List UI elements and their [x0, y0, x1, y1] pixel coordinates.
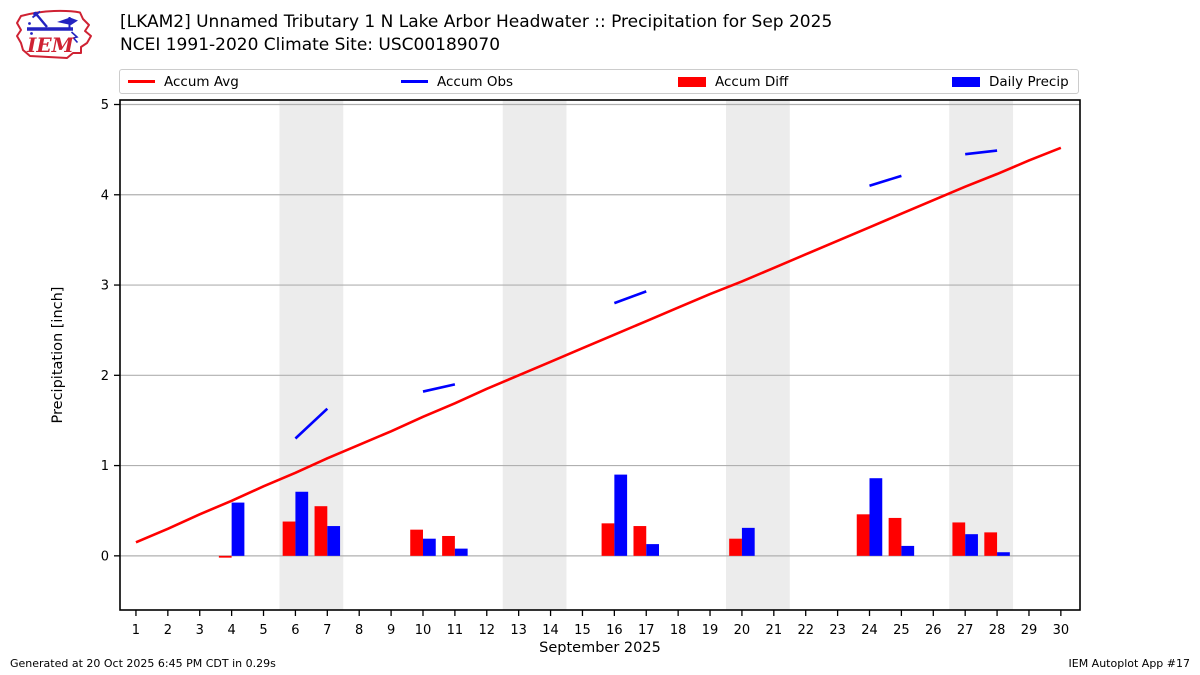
accum-avg-line: [135, 146, 1062, 544]
weather-vane-icon: [27, 10, 79, 44]
daily-precip-bar: [997, 552, 1010, 556]
accum-diff-bar: [888, 517, 902, 556]
accum-diff-bar: [952, 522, 966, 556]
x-tick-label: 5: [259, 623, 267, 638]
x-tick-label: 21: [766, 623, 783, 638]
x-tick-label: 18: [670, 623, 687, 638]
accum-avg-legend-swatch-icon: [128, 80, 155, 83]
y-tick-label: 1: [101, 459, 109, 474]
legend-item-accum-obs: Accum Obs: [401, 70, 513, 93]
accum-diff-bar: [984, 532, 998, 556]
y-tick-label: 5: [101, 98, 109, 113]
x-tick-label: 22: [797, 623, 814, 638]
x-tick-label: 8: [355, 623, 363, 638]
x-tick-label: 1: [132, 623, 140, 638]
daily-precip-bar: [327, 526, 341, 556]
x-tick-label: 17: [638, 623, 655, 638]
iem-logo: IEM: [16, 9, 92, 59]
accum-diff-bar: [218, 555, 232, 558]
accum-diff-bar: [314, 506, 328, 556]
x-tick-label: 28: [989, 623, 1006, 638]
legend-item-accum-avg: Accum Avg: [128, 70, 239, 93]
accum-diff-bar: [282, 521, 296, 556]
accum-diff-bar: [729, 538, 742, 556]
generated-timestamp: Generated at 20 Oct 2025 6:45 PM CDT in …: [10, 657, 276, 670]
accum-obs-segment: [422, 383, 456, 393]
accum-diff-legend-swatch-icon: [678, 76, 706, 87]
y-tick-label: 3: [101, 279, 109, 294]
x-tick-label: 13: [510, 623, 527, 638]
y-tick-label: 4: [101, 188, 109, 203]
y-tick-label: 2: [101, 369, 109, 384]
x-tick-label: 30: [1053, 623, 1070, 638]
legend-label: Daily Precip: [989, 73, 1069, 90]
x-tick-label: 12: [479, 623, 496, 638]
accum-obs-legend-swatch-icon: [401, 80, 428, 83]
daily-precip-bar: [295, 491, 309, 556]
accum-diff-bar: [856, 514, 870, 556]
daily-precip-bar: [646, 544, 660, 556]
app-credit: IEM Autoplot App #17: [1068, 657, 1191, 670]
x-tick-label: 16: [606, 623, 623, 638]
iem-logo-text: IEM: [26, 33, 75, 57]
x-tick-label: 2: [164, 623, 172, 638]
y-axis-label: Precipitation [inch]: [50, 287, 66, 424]
accum-diff-bar: [442, 535, 455, 556]
x-tick-label: 24: [861, 623, 878, 638]
chart-title-block: [LKAM2] Unnamed Tributary 1 N Lake Arbor…: [120, 11, 832, 57]
chart-legend: Accum Avg Accum Obs Accum Diff Daily Precip: [119, 69, 1079, 94]
legend-item-daily-precip: Daily Precip: [952, 70, 1069, 93]
chart-title-line1: [LKAM2] Unnamed Tributary 1 N Lake Arbor…: [120, 12, 833, 32]
x-tick-label: 14: [542, 623, 559, 638]
accum-obs-segment: [965, 149, 998, 156]
accum-diff-bar: [633, 526, 647, 556]
y-tick-label: 0: [101, 549, 109, 564]
accum-obs-segment: [294, 407, 329, 440]
daily-precip-bar: [741, 527, 755, 556]
legend-item-accum-diff: Accum Diff: [678, 70, 788, 93]
x-tick-label: 20: [734, 623, 751, 638]
x-tick-label: 11: [447, 623, 464, 638]
x-tick-label: 27: [957, 623, 974, 638]
accum-obs-segment: [613, 290, 647, 305]
x-tick-label: 6: [291, 623, 299, 638]
daily-precip-bar: [422, 538, 436, 556]
daily-precip-legend-swatch-icon: [952, 76, 980, 87]
x-tick-label: 9: [387, 623, 395, 638]
x-tick-label: 29: [1021, 623, 1038, 638]
x-tick-label: 15: [574, 623, 591, 638]
x-axis-label: September 2025: [539, 640, 661, 656]
daily-precip-bar: [614, 474, 628, 556]
x-tick-label: 4: [227, 623, 235, 638]
x-tick-label: 23: [829, 623, 846, 638]
chart-title-line2: NCEI 1991-2020 Climate Site: USC00189070: [120, 35, 501, 55]
x-tick-label: 10: [415, 623, 432, 638]
daily-precip-bar: [901, 545, 915, 556]
daily-precip-bar: [454, 548, 468, 556]
plot-border: [119, 99, 1081, 611]
x-tick-label: 26: [925, 623, 942, 638]
x-tick-label: 19: [702, 623, 719, 638]
legend-label: Accum Diff: [715, 73, 789, 90]
weekend-shading-band: [502, 100, 567, 610]
accum-diff-bar: [410, 529, 423, 556]
daily-precip-bar: [965, 534, 978, 556]
accum-diff-bar: [601, 523, 615, 556]
x-tick-label: 25: [893, 623, 910, 638]
legend-label: Accum Avg: [164, 73, 239, 90]
x-tick-label: 7: [323, 623, 331, 638]
weekend-shading-band: [725, 100, 790, 610]
accum-obs-segment: [869, 174, 902, 187]
legend-label: Accum Obs: [437, 73, 514, 90]
x-tick-label: 3: [196, 623, 204, 638]
daily-precip-bar: [231, 502, 245, 556]
daily-precip-bar: [869, 478, 883, 556]
